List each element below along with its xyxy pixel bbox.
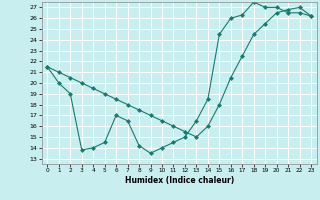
X-axis label: Humidex (Indice chaleur): Humidex (Indice chaleur) [124,176,234,185]
